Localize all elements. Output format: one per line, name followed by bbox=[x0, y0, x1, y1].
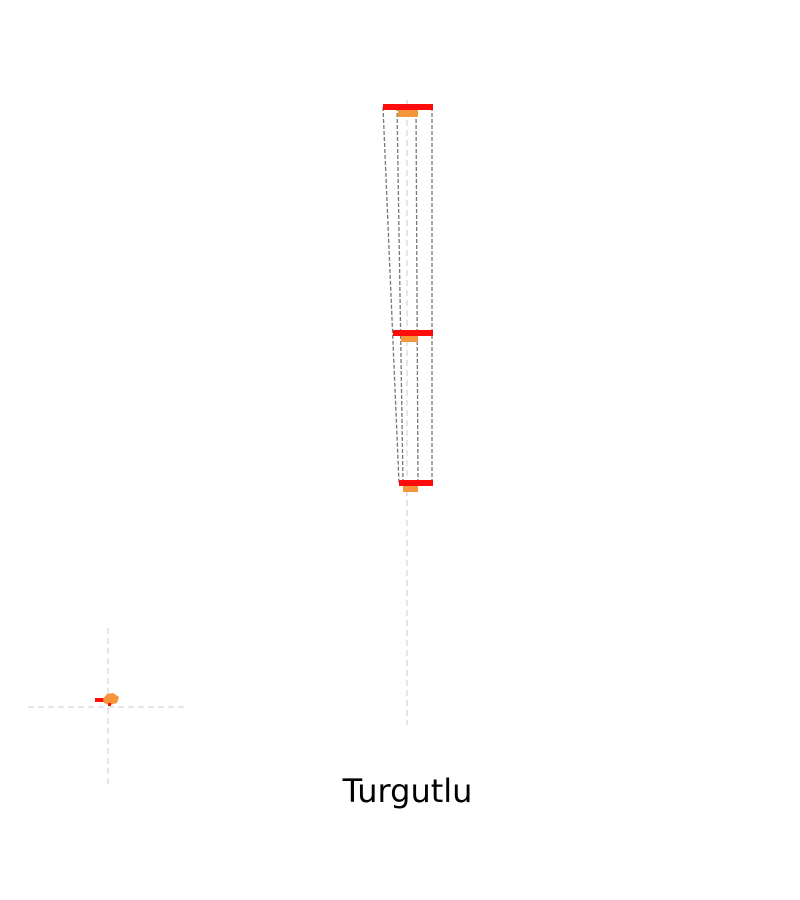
place-name-caption: Turgutlu bbox=[342, 772, 473, 810]
small-marker-blob bbox=[103, 693, 119, 705]
outline-left-inner bbox=[396, 106, 404, 484]
bottom-bar bbox=[399, 480, 433, 486]
outline-left-outer bbox=[382, 106, 400, 484]
guide-lines bbox=[28, 100, 408, 788]
top-bar bbox=[383, 104, 433, 110]
top-marker bbox=[398, 110, 418, 117]
column-outline bbox=[382, 106, 433, 484]
middle-bar bbox=[393, 330, 433, 336]
column-markers bbox=[398, 110, 418, 492]
outline-right-inner bbox=[415, 106, 419, 484]
middle-marker bbox=[401, 336, 418, 342]
bottom-marker bbox=[403, 486, 418, 492]
small-marker bbox=[95, 693, 119, 706]
small-marker-dot bbox=[108, 703, 111, 706]
column-bars bbox=[383, 104, 433, 486]
